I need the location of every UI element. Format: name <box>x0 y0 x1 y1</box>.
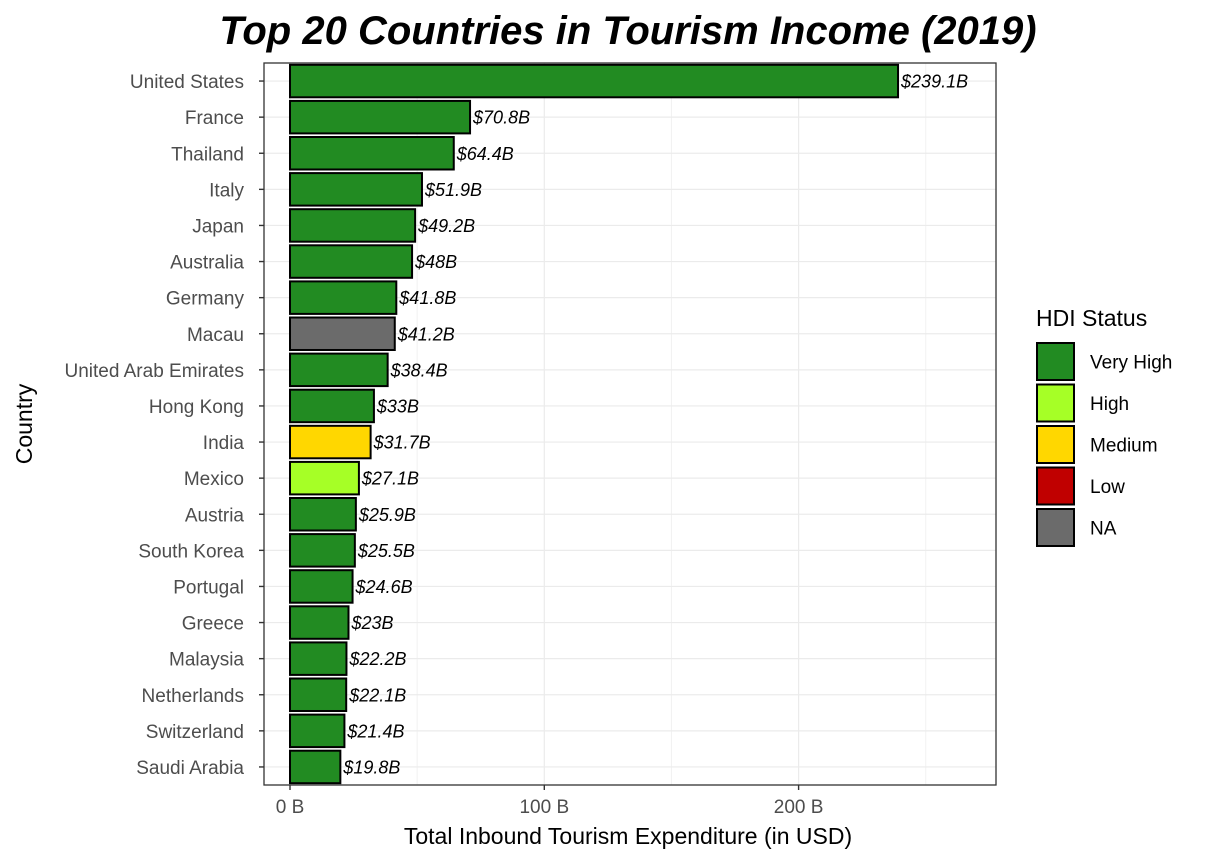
y-tick-label: United States <box>130 72 244 93</box>
bar <box>289 208 417 243</box>
bar <box>289 749 342 785</box>
y-tick-label: Australia <box>170 253 244 274</box>
data-label: $24.6B <box>355 577 413 597</box>
y-tick-label: Italy <box>209 180 244 201</box>
legend-label: Low <box>1090 477 1125 498</box>
bar <box>289 63 900 99</box>
bar <box>289 172 423 207</box>
data-label: $51.9B <box>424 180 482 200</box>
y-tick-label: Greece <box>182 614 244 635</box>
data-label: $49.2B <box>417 216 475 236</box>
bar <box>289 533 356 568</box>
legend-label: High <box>1090 394 1129 415</box>
y-tick-label: Germany <box>166 289 245 310</box>
y-tick-label: Thailand <box>171 144 244 165</box>
data-label: $25.9B <box>358 505 416 525</box>
bar <box>289 424 372 460</box>
legend-key <box>1036 508 1075 547</box>
x-tick-label: 0 B <box>276 797 305 818</box>
chart-title: Top 20 Countries in Tourism Income (2019… <box>219 9 1036 53</box>
y-tick-label: Malaysia <box>169 650 244 671</box>
legend-key <box>1036 466 1075 506</box>
data-label: $22.1B <box>348 685 406 705</box>
plot-panel: $239.1B United States $70.8B France $64.4B Th… <box>64 62 997 818</box>
bar <box>289 569 354 604</box>
legend-label: Medium <box>1090 436 1158 457</box>
data-label: $41.2B <box>397 324 455 344</box>
y-tick-label: France <box>185 108 244 129</box>
bar <box>289 244 414 279</box>
bar <box>289 497 357 532</box>
bar <box>289 136 455 171</box>
data-label: $41.8B <box>398 288 456 308</box>
x-tick-label: 200 B <box>774 797 824 818</box>
x-tick-label: 100 B <box>519 797 569 818</box>
bar <box>289 316 396 351</box>
y-tick-label: Austria <box>185 505 245 526</box>
y-tick-label: India <box>203 433 245 454</box>
data-label: $21.4B <box>346 721 404 741</box>
y-tick-label: Saudi Arabia <box>136 758 244 779</box>
y-tick-label: Switzerland <box>146 722 244 743</box>
x-axis-title: Total Inbound Tourism Expenditure (in US… <box>404 823 852 849</box>
bar <box>289 641 348 676</box>
legend-label: Very High <box>1090 353 1172 374</box>
y-tick-label: Netherlands <box>142 686 244 707</box>
legend-title: HDI Status <box>1036 305 1147 331</box>
bar <box>289 713 346 749</box>
y-tick-label: Japan <box>192 216 244 237</box>
panel-border <box>263 62 997 786</box>
data-label: $25.5B <box>357 541 415 561</box>
data-label: $239.1B <box>900 72 968 92</box>
legend-key <box>1036 383 1075 423</box>
y-tick-label: United Arab Emirates <box>64 361 244 382</box>
bar <box>289 605 350 640</box>
bar <box>289 388 375 424</box>
data-label: $70.8B <box>472 108 530 128</box>
data-label: $64.4B <box>456 144 514 164</box>
data-label: $31.7B <box>373 433 431 453</box>
data-label: $27.1B <box>361 469 419 489</box>
legend-key <box>1036 425 1075 464</box>
y-tick-label: Macau <box>187 325 244 346</box>
y-axis-title: Country <box>11 383 37 464</box>
y-tick-label: Hong Kong <box>149 397 244 418</box>
y-tick-label: Portugal <box>173 577 244 598</box>
y-tick-label: South Korea <box>138 541 244 562</box>
data-label: $19.8B <box>342 757 400 777</box>
bar <box>289 280 398 315</box>
legend-label: NA <box>1090 519 1117 540</box>
data-label: $38.4B <box>390 360 448 380</box>
legend-key <box>1036 342 1075 381</box>
bar <box>289 352 389 388</box>
bar <box>289 99 472 135</box>
legend: HDI Status Very High High Medium Low NA <box>1036 305 1172 547</box>
data-label: $22.2B <box>348 649 406 669</box>
grid <box>264 63 996 785</box>
data-label: $48B <box>414 252 457 272</box>
bar <box>289 677 348 712</box>
data-label: $23B <box>350 613 393 633</box>
data-label: $33B <box>376 396 419 416</box>
y-tick-label: Mexico <box>184 469 244 490</box>
bar <box>289 460 360 496</box>
